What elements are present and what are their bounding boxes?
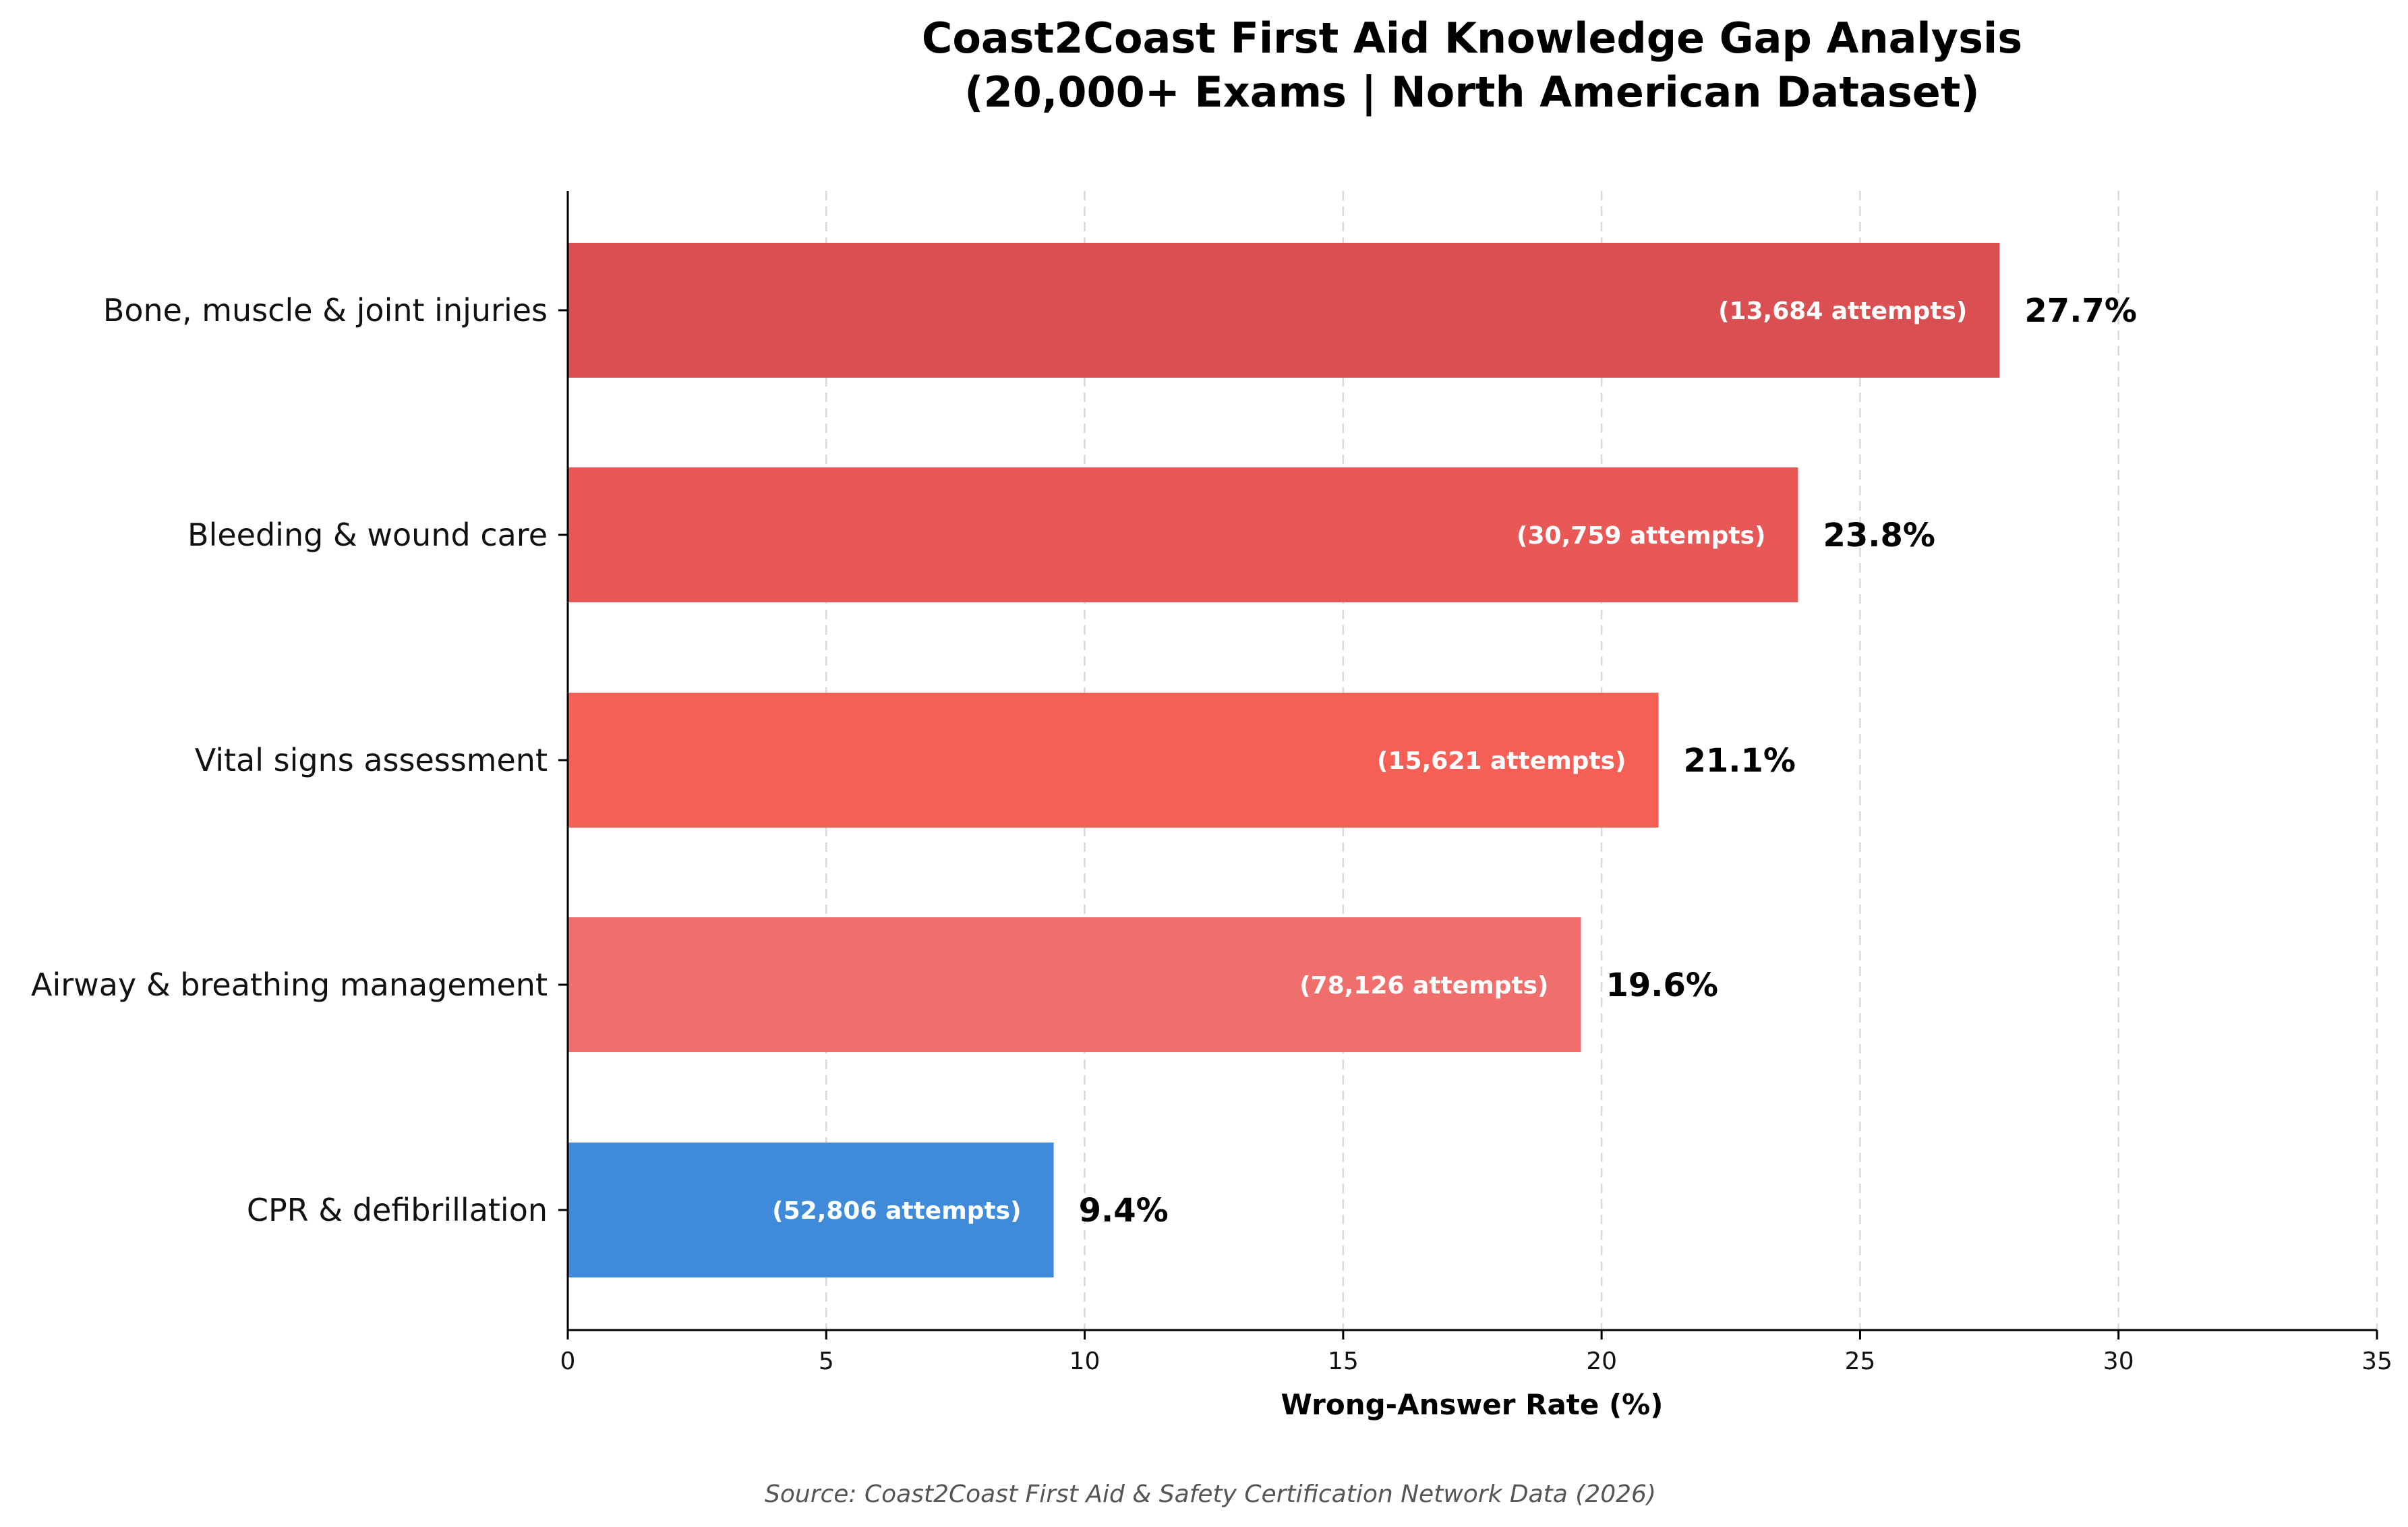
- attempts-label-1: (30,759 attempts): [1517, 522, 1765, 550]
- x-tick-label-35: 35: [2361, 1348, 2392, 1375]
- category-label-4: CPR & defibrillation: [247, 1192, 548, 1228]
- attempts-label-2: (15,621 attempts): [1377, 747, 1626, 775]
- source-note: Source: Coast2Coast First Aid & Safety C…: [765, 1480, 1656, 1508]
- bar-1: [568, 467, 1798, 602]
- x-tick-label-20: 20: [1586, 1348, 1617, 1375]
- value-label-3: 19.6%: [1606, 967, 1718, 1004]
- chart-title: Coast2Coast First Aid Knowledge Gap Anal…: [922, 13, 2022, 63]
- x-tick-label-0: 0: [560, 1348, 576, 1375]
- bars-group: (13,684 attempts) 27.7% (30,759 attempts) 2…: [568, 243, 2137, 1277]
- category-label-2: Vital signs assessment: [195, 742, 548, 778]
- x-tick-label-30: 30: [2103, 1348, 2134, 1375]
- value-label-0: 27.7%: [2024, 292, 2137, 330]
- x-tick-label-10: 10: [1069, 1348, 1100, 1375]
- bar-2: [568, 693, 1659, 828]
- x-tick-label-25: 25: [1845, 1348, 1876, 1375]
- attempts-label-0: (13,684 attempts): [1718, 297, 1967, 325]
- category-label-3: Airway & breathing management: [31, 967, 548, 1003]
- category-labels: Bone, muscle & joint injuries Bleeding & …: [31, 292, 568, 1228]
- bar-4: [568, 1143, 1054, 1277]
- bar-3: [568, 917, 1581, 1052]
- x-axis-ticks: 0 5 10 15 20 25 30 35: [560, 1330, 2392, 1375]
- attempts-label-4: (52,806 attempts): [772, 1197, 1021, 1225]
- category-label-0: Bone, muscle & joint injuries: [103, 292, 548, 328]
- chart-subtitle: (20,000+ Exams | North American Dataset): [964, 67, 1980, 117]
- value-label-1: 23.8%: [1823, 517, 1935, 554]
- category-label-1: Bleeding & wound care: [187, 517, 548, 553]
- bar-0: [568, 243, 2000, 378]
- grid-lines: [825, 191, 2378, 1330]
- attempts-label-3: (78,126 attempts): [1299, 972, 1548, 1000]
- x-axis-label: Wrong-Answer Rate (%): [1281, 1388, 1664, 1421]
- value-label-2: 21.1%: [1683, 742, 1796, 780]
- x-tick-label-5: 5: [819, 1348, 834, 1375]
- value-label-4: 9.4%: [1079, 1192, 1169, 1230]
- x-tick-label-15: 15: [1328, 1348, 1359, 1375]
